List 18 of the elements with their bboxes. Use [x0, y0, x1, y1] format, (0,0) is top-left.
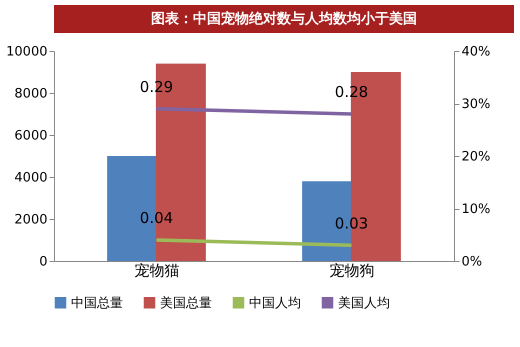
- y2-tick-label: 40%: [462, 44, 490, 60]
- legend-label: 美国人均: [338, 294, 390, 311]
- y-tick-label: 2000: [14, 212, 48, 228]
- x-tick-label: 宠物狗: [330, 262, 374, 280]
- y2-tick-label: 10%: [462, 202, 490, 217]
- y-tick-label: 6000: [14, 128, 48, 144]
- legend-label: 美国总量: [160, 294, 212, 311]
- y2-tick-label: 30%: [462, 97, 490, 112]
- x-tick-label: 宠物猫: [134, 262, 180, 280]
- y-tick-label: 10000: [6, 44, 48, 60]
- y-tick-label: 0: [39, 254, 48, 270]
- chart-title: 图表：中国宠物绝对数与人均数均小于美国: [151, 10, 417, 27]
- legend-label: 中国人均: [249, 296, 301, 311]
- y-tick-label: 8000: [14, 86, 48, 102]
- legend-label: 中国总量: [71, 296, 123, 311]
- y2-tick-label: 20%: [462, 150, 490, 164]
- y-tick-label: 4000: [14, 170, 48, 186]
- y2-tick-label: 0%: [462, 254, 482, 270]
